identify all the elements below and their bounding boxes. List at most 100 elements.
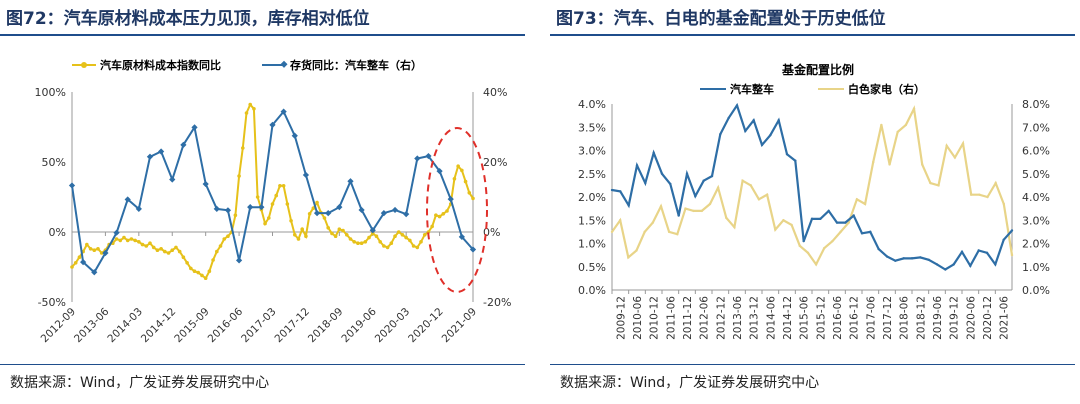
bottom-rule bbox=[0, 364, 525, 365]
series-line-inventory bbox=[71, 109, 474, 274]
data-point-auto bbox=[977, 249, 980, 252]
data-point-cost bbox=[159, 247, 163, 251]
data-point-cost bbox=[374, 234, 379, 238]
data-point-appliance bbox=[765, 193, 769, 196]
data-point-cost bbox=[189, 266, 193, 271]
data-point-appliance bbox=[667, 230, 671, 234]
data-point-cost bbox=[400, 233, 405, 237]
x-tick-label: 2018-06 bbox=[899, 296, 911, 340]
data-point-cost bbox=[215, 249, 219, 254]
data-point-cost bbox=[122, 235, 126, 240]
data-point-cost bbox=[408, 238, 412, 243]
data-point-inventory bbox=[213, 205, 220, 213]
data-point-auto bbox=[844, 221, 847, 224]
data-point-cost bbox=[434, 213, 438, 217]
data-point-cost bbox=[352, 240, 356, 244]
data-point-auto bbox=[944, 268, 947, 271]
x-tick-label: 2020-12 bbox=[982, 296, 994, 340]
data-point-inventory bbox=[124, 196, 131, 203]
data-point-auto bbox=[885, 255, 889, 258]
data-point-cost bbox=[292, 233, 297, 237]
data-point-cost bbox=[248, 102, 253, 107]
data-point-appliance bbox=[945, 144, 948, 148]
y-right-tick-label: 3.0% bbox=[1022, 214, 1050, 227]
data-point-cost bbox=[333, 234, 338, 238]
data-point-auto bbox=[727, 116, 730, 120]
data-point-auto bbox=[877, 247, 880, 251]
data-point-auto bbox=[677, 214, 680, 217]
x-tick-label: 2019-12 bbox=[949, 296, 961, 340]
legend-label-cost: 汽车原材料成本指数同比 bbox=[100, 58, 221, 72]
x-tick-label: 2020-12 bbox=[406, 306, 446, 346]
data-point-appliance bbox=[855, 198, 859, 201]
x-tick-label: 2017-12 bbox=[882, 296, 894, 340]
data-point-appliance bbox=[904, 123, 908, 127]
data-point-appliance bbox=[896, 130, 899, 134]
chart-legend: 汽车原材料成本指数同比 存货同比：汽车整车（右） bbox=[72, 58, 422, 72]
data-point-appliance bbox=[725, 216, 728, 220]
data-point-cost bbox=[359, 241, 364, 245]
y-left-tick-label: 3.0% bbox=[578, 145, 606, 158]
x-tick-label: 2021-06 bbox=[999, 296, 1011, 340]
data-point-appliance bbox=[823, 246, 826, 250]
data-point-inventory bbox=[380, 209, 388, 217]
data-point-cost bbox=[85, 242, 89, 247]
data-point-appliance bbox=[872, 160, 875, 164]
data-point-auto bbox=[752, 119, 755, 122]
y-right-tick-label: -20% bbox=[483, 296, 511, 309]
data-point-auto bbox=[719, 133, 722, 136]
data-point-cost bbox=[233, 213, 238, 217]
y-right-tick-label: 2.0% bbox=[1022, 238, 1050, 251]
data-point-cost bbox=[96, 247, 100, 251]
data-point-auto bbox=[619, 190, 622, 193]
data-point-cost bbox=[211, 258, 215, 262]
data-point-auto bbox=[860, 232, 864, 235]
data-point-auto bbox=[1010, 229, 1014, 232]
data-point-cost bbox=[370, 231, 375, 236]
data-point-appliance bbox=[814, 263, 818, 266]
data-point-appliance bbox=[635, 249, 638, 252]
data-point-cost bbox=[385, 245, 390, 250]
y-left-tick-label: 4.0% bbox=[578, 98, 606, 111]
data-point-appliance bbox=[716, 186, 720, 189]
data-point-auto bbox=[794, 159, 797, 162]
data-point-cost bbox=[307, 212, 312, 216]
data-point-cost bbox=[367, 235, 371, 240]
data-point-cost bbox=[356, 241, 360, 245]
data-point-appliance bbox=[1010, 253, 1014, 257]
x-tick-label: 2017-06 bbox=[865, 296, 877, 340]
data-point-cost bbox=[174, 245, 178, 250]
legend-marker-cost bbox=[81, 62, 87, 68]
legend-label-appliance: 白色家电（右） bbox=[848, 82, 925, 96]
data-point-inventory bbox=[247, 204, 254, 211]
data-point-cost bbox=[218, 244, 223, 248]
data-point-cost bbox=[274, 193, 279, 198]
data-point-auto bbox=[635, 164, 639, 167]
data-point-inventory bbox=[68, 182, 76, 189]
data-point-auto bbox=[735, 104, 739, 107]
data-point-inventory bbox=[313, 209, 321, 217]
data-point-auto bbox=[827, 209, 830, 213]
data-point-appliance bbox=[921, 163, 924, 166]
data-point-cost bbox=[203, 276, 208, 281]
title-rule bbox=[0, 34, 525, 36]
data-point-appliance bbox=[676, 233, 679, 236]
data-point-cost bbox=[382, 244, 386, 248]
data-point-auto bbox=[952, 263, 955, 266]
data-point-auto bbox=[810, 217, 814, 221]
data-point-appliance bbox=[798, 244, 801, 248]
data-point-appliance bbox=[782, 219, 785, 222]
y-left-tick-label: 3.5% bbox=[578, 121, 606, 134]
legend-label-auto: 汽车整车 bbox=[730, 82, 774, 96]
data-point-inventory bbox=[325, 209, 332, 217]
data-point-auto bbox=[627, 204, 630, 207]
x-tick-label: 2020-06 bbox=[965, 296, 977, 340]
x-tick-label: 2009-12 bbox=[615, 296, 627, 340]
data-point-appliance bbox=[610, 230, 614, 234]
data-point-inventory bbox=[157, 148, 165, 155]
figure-73: 图73：汽车、白电的基金配置处于历史低位 基金配置比例 汽车整车 白色家电（右）… bbox=[550, 0, 1080, 404]
y-left-tick-label: 0.5% bbox=[578, 261, 606, 274]
data-point-auto bbox=[894, 259, 897, 262]
data-point-cost bbox=[140, 242, 145, 247]
data-point-cost bbox=[337, 227, 342, 231]
